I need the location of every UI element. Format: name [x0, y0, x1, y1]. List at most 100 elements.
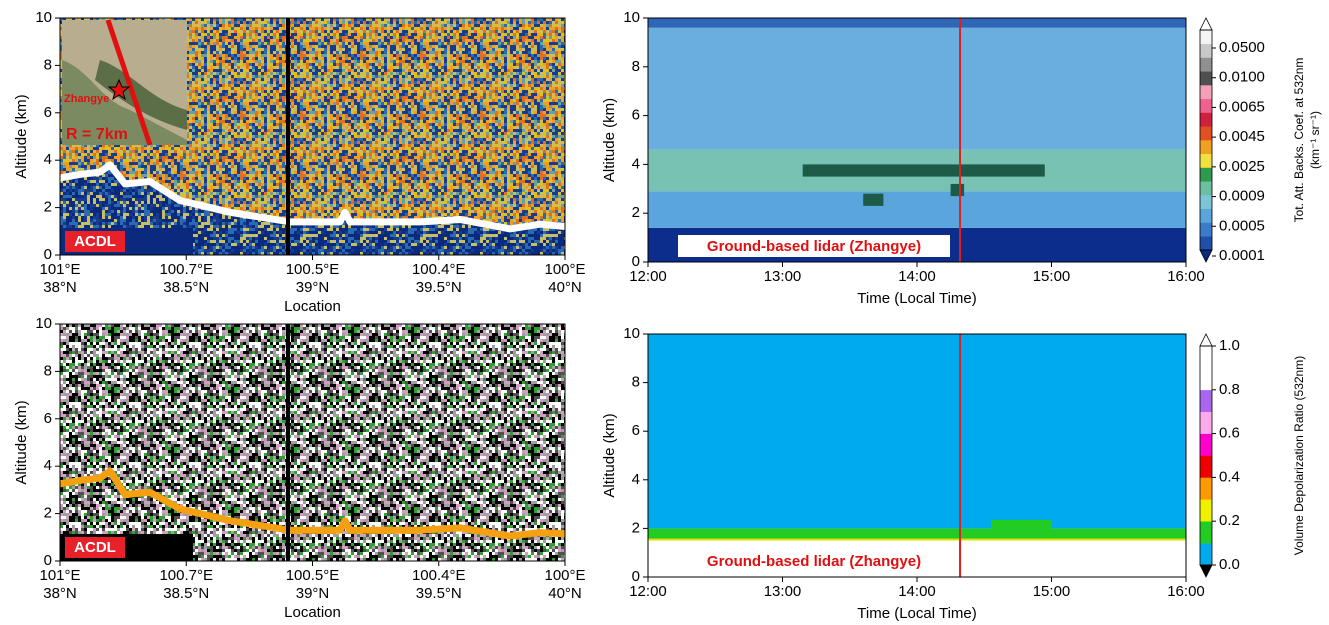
- x-tick-label: 15:00: [1033, 268, 1071, 285]
- x-tick-label: 40°N: [548, 585, 582, 602]
- colorbar-tick-label: 0.0005: [1219, 217, 1265, 234]
- x-tick-label: 100.7°E: [159, 261, 213, 278]
- colorbar-segment: [1200, 43, 1212, 58]
- colorbar-segment: [1200, 71, 1212, 86]
- colorbar-tick-label: 0.0: [1219, 556, 1240, 573]
- y-tick-label: 2: [44, 199, 52, 216]
- feature-patch: [950, 183, 965, 197]
- x-axis-label: Time (Local Time): [857, 605, 976, 622]
- plot-frame: [59, 323, 566, 562]
- y-tick-label: 8: [632, 374, 640, 391]
- colorbar-under: [1199, 249, 1213, 263]
- x-tick-label: 100.5°E: [286, 567, 340, 584]
- inset-oasis: [95, 60, 187, 130]
- layer: [648, 191, 1186, 228]
- colorbar-segment: [1200, 455, 1212, 478]
- colorbar-segment: [1200, 195, 1212, 210]
- colorbar-label: (km⁻¹ sr⁻¹): [1308, 111, 1322, 169]
- label-box: [678, 235, 950, 257]
- x-tick-label: 100.5°E: [286, 261, 340, 278]
- plot-frame: [647, 17, 1187, 263]
- x-tick-label: 38°N: [43, 279, 77, 296]
- x-tick-label: 38.5°N: [163, 585, 209, 602]
- x-tick-label: 40°N: [548, 279, 582, 296]
- colorbar-frame: [1199, 345, 1213, 566]
- x-tick-label: 100.7°E: [159, 567, 213, 584]
- y-axis-label: Altitude (km): [13, 400, 30, 484]
- colorbar-over: [1199, 17, 1213, 31]
- x-tick-label: 100.4°E: [412, 261, 466, 278]
- y-tick-label: 4: [632, 471, 640, 488]
- y-tick-label: 2: [632, 519, 640, 536]
- colorbar-tick-label: 0.0500: [1219, 39, 1265, 56]
- colorbar-segment: [1200, 477, 1212, 500]
- colorbar-segment: [1200, 85, 1212, 100]
- y-tick-label: 6: [44, 104, 52, 121]
- colorbar-under: [1199, 564, 1213, 578]
- y-tick-label: 10: [35, 9, 52, 26]
- y-tick-label: 2: [632, 204, 640, 221]
- colorbar-label: Tot. Att. Backs. Coef. at 532nm: [1292, 58, 1306, 223]
- y-tick-label: 6: [44, 410, 52, 427]
- y-tick-label: 6: [632, 107, 640, 124]
- instrument-label: ACDL: [74, 233, 116, 250]
- y-tick-label: 8: [44, 56, 52, 73]
- colorbar-segment: [1200, 57, 1212, 72]
- label-box: [65, 231, 125, 252]
- colorbar-segment: [1200, 140, 1212, 155]
- colorbar-segment: [1200, 30, 1212, 45]
- instrument-label: Ground-based lidar (Zhangye): [707, 238, 921, 255]
- y-axis-label: Altitude (km): [13, 94, 30, 178]
- inset-place: Zhangye: [64, 93, 109, 105]
- boundary-line: [59, 467, 566, 540]
- plot-frame: [647, 333, 1187, 578]
- colorbar-segment: [1200, 167, 1212, 182]
- x-axis-label: Location: [284, 298, 341, 315]
- colorbar-tick-label: 0.0009: [1219, 188, 1265, 205]
- y-tick-label: 8: [44, 362, 52, 379]
- x-tick-label: 14:00: [898, 268, 936, 285]
- y-tick-label: 10: [35, 315, 52, 332]
- colorbar-tick-label: 0.0001: [1219, 247, 1265, 264]
- colorbar-tick-label: 0.6: [1219, 425, 1240, 442]
- inset-river: [62, 60, 187, 145]
- label-box: [678, 550, 950, 572]
- y-tick-label: 0: [632, 568, 640, 585]
- y-tick-label: 0: [632, 253, 640, 270]
- colorbar-tick-label: 0.8: [1219, 381, 1240, 398]
- colorbar-segment: [1200, 411, 1212, 434]
- x-tick-label: 39°N: [296, 279, 330, 296]
- colorbar-segment: [1200, 112, 1212, 127]
- layer: [648, 18, 1186, 28]
- y-tick-label: 4: [44, 457, 52, 474]
- colorbar-segment: [1200, 208, 1212, 223]
- feature-patch: [990, 519, 1052, 529]
- colorbar-over: [1199, 333, 1213, 347]
- plot-frame: [59, 17, 566, 256]
- x-tick-label: 16:00: [1167, 583, 1205, 600]
- x-tick-label: 39°N: [296, 585, 330, 602]
- x-tick-label: 100°E: [544, 261, 585, 278]
- x-tick-label: 100.4°E: [412, 567, 466, 584]
- y-tick-label: 6: [632, 422, 640, 439]
- x-tick-label: 38°N: [43, 585, 77, 602]
- layer: [648, 538, 1186, 541]
- x-tick-label: 101°E: [39, 567, 80, 584]
- instrument-label: Ground-based lidar (Zhangye): [707, 553, 921, 570]
- y-tick-label: 10: [623, 9, 640, 26]
- layer: [648, 27, 1186, 150]
- x-axis-label: Time (Local Time): [857, 290, 976, 307]
- inset-map: Zhangye R = 7km: [62, 19, 187, 146]
- colorbar-tick-label: 0.0045: [1219, 128, 1265, 145]
- colorbar-segment: [1200, 222, 1212, 237]
- colorbar-segment: [1200, 153, 1212, 168]
- x-axis-label: Location: [284, 604, 341, 621]
- colorbar-segment: [1200, 126, 1212, 141]
- colorbar-tick-label: 0.0065: [1219, 98, 1265, 115]
- colorbar-segment: [1200, 499, 1212, 522]
- x-tick-label: 12:00: [629, 583, 667, 600]
- y-tick-label: 4: [44, 151, 52, 168]
- colorbar-frame: [1199, 29, 1213, 251]
- colorbar-tick-label: 0.4: [1219, 468, 1240, 485]
